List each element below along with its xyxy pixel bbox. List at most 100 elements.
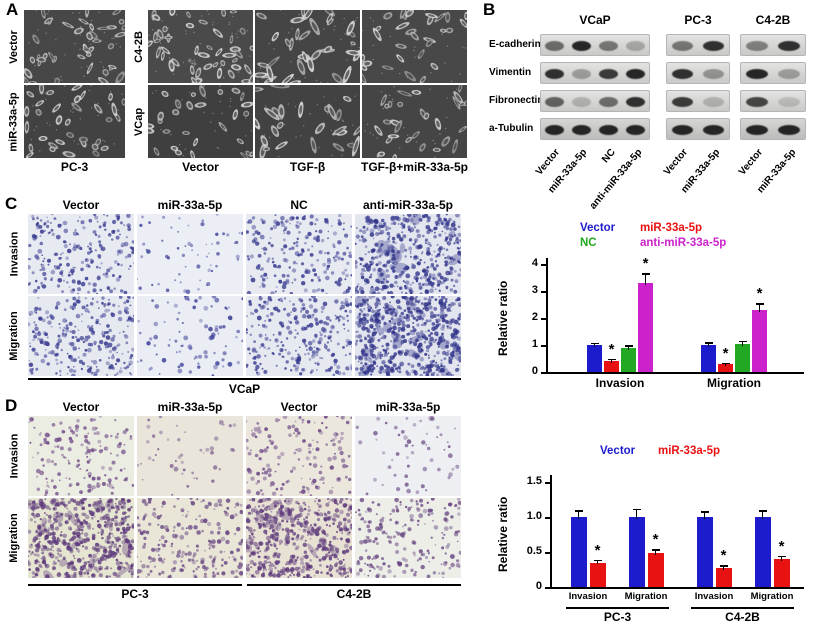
blot-strip [740, 118, 806, 140]
micrograph-c42b-tgfb-mir33a [362, 10, 467, 83]
error-bar [703, 511, 706, 519]
blot-band [572, 97, 591, 107]
blot-band [599, 125, 618, 135]
blot-strip [740, 34, 806, 56]
panel-a-row-label-mir33a-text: miR-33a-5p [8, 91, 21, 152]
bar-miR-33a-5p [718, 363, 733, 372]
blot-strip [540, 90, 650, 112]
y-tick [545, 482, 550, 484]
panel-d-row-invasion: Invasion [6, 416, 22, 496]
legend-anti-miR-33a-5p: anti-miR-33a-5p [640, 237, 727, 249]
blot-band [746, 125, 768, 135]
y-tick-label: 1.0 [526, 510, 542, 522]
error-bar [593, 342, 596, 347]
transwell-c42b-invasion-vector [246, 416, 352, 496]
micrograph-c42b-tgfb [255, 10, 360, 83]
panel-c-row-invasion: Invasion [6, 214, 22, 294]
error-cap [624, 345, 633, 347]
transwell-c42b-migration-vector [246, 498, 352, 578]
y-tick [541, 291, 546, 293]
y-axis-label: Relative ratio [496, 496, 510, 572]
lane-label-pc3-vector: Vector [662, 147, 691, 178]
blot-band [702, 41, 725, 51]
micrograph-pc3-vector [24, 10, 125, 83]
panel-c-row-migration: Migration [6, 296, 22, 376]
panel-d-row-migration-text: Migration [8, 513, 20, 563]
panel-d-col-vector-c42b: Vector [280, 400, 318, 414]
blot-strip [740, 90, 806, 112]
panel-b-group-vcap: VCaP [579, 13, 611, 27]
bar-Vector [696, 517, 713, 587]
panel-a-row-label-vcap: VCap [131, 85, 147, 158]
error-bar [596, 559, 599, 565]
error-cap [574, 510, 583, 512]
bar-NC [621, 348, 636, 372]
blot-band [746, 97, 768, 107]
blot-strip [666, 118, 730, 140]
panel-d-col-mir33a-c42b: miR-33a-5p [375, 400, 441, 414]
y-tick [545, 517, 550, 519]
transwell-pc3-migration-vector [28, 498, 134, 578]
lane-label-c42b-vector: Vector [737, 147, 766, 178]
blot-strip [666, 90, 730, 112]
bar-miR-33a-5p [604, 360, 619, 372]
error-bar [724, 362, 727, 366]
bar-Vector [628, 517, 645, 587]
error-cap [777, 555, 786, 557]
error-bar [780, 555, 783, 561]
error-bar [761, 510, 764, 519]
panel-a-col-label-tgfb: TGF-β [289, 160, 326, 174]
transwell-vcap-migration-mir33a [137, 296, 243, 376]
group-underline [691, 607, 794, 609]
transwell-vcap-invasion-mir33a [137, 214, 243, 294]
error-bar [741, 340, 744, 346]
y-tick-label: 0 [535, 580, 542, 592]
x-category-label: Migration [707, 376, 761, 390]
blot-band [778, 69, 800, 79]
error-bar [627, 345, 630, 351]
legend-Vector: Vector [580, 222, 616, 234]
x-category-label: Invasion [568, 591, 608, 602]
y-tick [541, 318, 546, 320]
x-category-label: Migration [624, 591, 668, 602]
micrograph-vcap-tgfb-mir33a [362, 85, 467, 158]
group-underline [566, 607, 669, 609]
x-axis-line [546, 372, 804, 374]
legend-Vector: Vector [600, 445, 636, 457]
significance-asterisk: * [642, 255, 649, 273]
blot-band [702, 125, 725, 135]
bar-NC [735, 343, 750, 372]
transwell-pc3-invasion-vector [28, 416, 134, 496]
panel-c-row-invasion-text: Invasion [8, 231, 20, 277]
blot-band [671, 41, 694, 51]
bar-Vector [701, 345, 716, 372]
x-category-label: Invasion [595, 376, 645, 390]
error-cap [704, 342, 713, 344]
y-tick [541, 264, 546, 266]
significance-asterisk: * [778, 537, 785, 555]
transwell-c42b-invasion-mir33a [355, 416, 461, 496]
y-axis-line [546, 258, 548, 374]
blot-band [545, 97, 564, 107]
panel-d-row-invasion-text: Invasion [8, 433, 20, 479]
blot-band [545, 125, 564, 135]
blot-strip [540, 34, 650, 56]
panel-d-col-mir33a-pc3: miR-33a-5p [157, 400, 223, 414]
panel-d-col-vector-pc3: Vector [62, 400, 100, 414]
panel-a-row-label-mir33a: miR-33a-5p [6, 85, 22, 158]
blot-band [626, 69, 645, 79]
blot-band [572, 69, 591, 79]
blot-band [671, 125, 694, 135]
micrograph-c42b-vector [148, 10, 253, 83]
bar-Vector [754, 517, 771, 587]
panel-a-col-label-vector: Vector [182, 160, 219, 174]
panel-a-label: A [6, 0, 19, 19]
protein-label-ecadherin: E-cadherin [489, 39, 541, 50]
panel-d-underline-c42b [247, 584, 461, 586]
y-tick-label: 3 [531, 284, 538, 296]
x-category-label: Migration [750, 591, 794, 602]
error-cap [721, 362, 730, 365]
error-bar [654, 549, 657, 556]
error-cap [758, 510, 767, 512]
y-axis-label: Relative ratio [496, 280, 510, 356]
